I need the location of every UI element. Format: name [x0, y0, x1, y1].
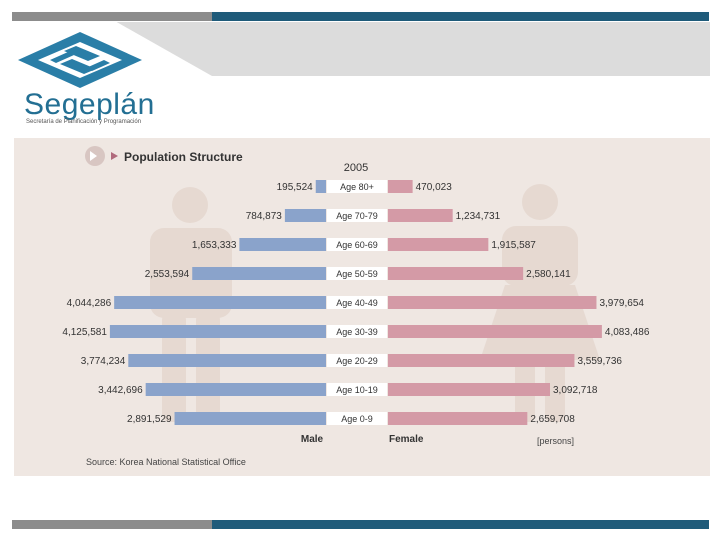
female-value-label: 1,915,587: [491, 240, 536, 251]
female-value-label: 3,559,736: [577, 356, 622, 367]
age-label-box: [327, 325, 387, 338]
male-value-label: 4,125,581: [62, 327, 107, 338]
male-bar: [315, 180, 326, 193]
male-value-label: 2,891,529: [127, 414, 172, 425]
chart-title-icon: [85, 146, 118, 166]
age-category-label: Age 50-59: [336, 269, 378, 279]
female-bar: [388, 325, 602, 338]
female-value-label: 2,659,708: [530, 414, 575, 425]
age-label-box: [327, 354, 387, 367]
male-bar: [145, 383, 326, 396]
male-value-label: 3,774,234: [81, 356, 126, 367]
male-bar: [239, 238, 326, 251]
brand-subtitle: Secretaría de Planificación y Programaci…: [26, 119, 142, 125]
bottom-gray-bar: [12, 520, 212, 529]
female-bar: [388, 209, 453, 222]
chart-year: 2005: [344, 162, 368, 174]
age-category-label: Age 80+: [340, 182, 374, 192]
top-blue-bar: [212, 12, 709, 21]
age-category-label: Age 40-49: [336, 298, 378, 308]
source-note: Source: Korea National Statistical Offic…: [86, 457, 246, 467]
series-male-name: Male: [301, 434, 324, 445]
age-category-label: Age 20-29: [336, 356, 378, 366]
series-female-name: Female: [389, 434, 424, 445]
male-value-label: 4,044,286: [67, 298, 112, 309]
age-label-box: [327, 412, 387, 425]
male-bar: [109, 325, 327, 338]
age-category-label: Age 0-9: [341, 414, 373, 424]
male-bar: [192, 267, 326, 280]
age-label-box: [327, 267, 387, 280]
bottom-blue-bar: [212, 520, 709, 529]
male-bar: [114, 296, 326, 309]
male-bar: [174, 412, 326, 425]
age-category-label: Age 10-19: [336, 385, 378, 395]
age-category-label: Age 70-79: [336, 211, 378, 221]
female-value-label: 3,092,718: [553, 385, 598, 396]
female-value-label: 470,023: [416, 182, 453, 193]
male-bar: [284, 209, 326, 222]
male-value-label: 784,873: [246, 211, 283, 222]
segeplan-logo-icon: [18, 32, 142, 88]
male-value-label: 195,524: [277, 182, 314, 193]
age-label-box: [327, 209, 387, 222]
female-value-label: 2,580,141: [526, 269, 571, 280]
unit-label: [persons]: [537, 436, 574, 446]
female-bar: [388, 267, 524, 280]
female-value-label: 1,234,731: [456, 211, 501, 222]
female-bar: [388, 412, 528, 425]
male-value-label: 2,553,594: [145, 269, 190, 280]
chart-title: Population Structure: [124, 150, 243, 164]
female-value-label: 3,979,654: [599, 298, 644, 309]
female-bar: [388, 180, 413, 193]
female-bar: [388, 296, 597, 309]
female-bar: [388, 238, 489, 251]
age-label-box: [327, 296, 387, 309]
top-gray-bar: [12, 12, 212, 21]
age-label-box: [327, 180, 387, 193]
male-value-label: 1,653,333: [192, 240, 237, 251]
female-value-label: 4,083,486: [605, 327, 650, 338]
age-label-box: [327, 238, 387, 251]
female-bar: [388, 383, 550, 396]
age-label-box: [327, 383, 387, 396]
age-category-label: Age 30-39: [336, 327, 378, 337]
female-bar: [388, 354, 575, 367]
age-category-label: Age 60-69: [336, 240, 378, 250]
male-bar: [128, 354, 326, 367]
brand-name: Segeplán: [24, 88, 155, 121]
male-value-label: 3,442,696: [98, 385, 143, 396]
